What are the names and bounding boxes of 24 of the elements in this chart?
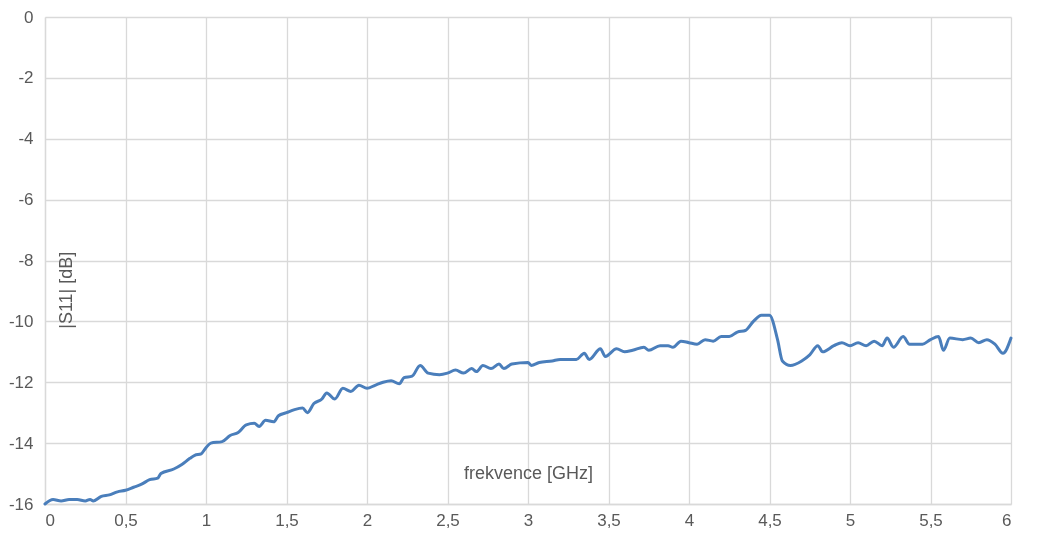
x-tick-label: 5,5 — [919, 510, 943, 530]
y-tick-label: 0 — [24, 7, 34, 27]
x-tick-label: 3 — [523, 510, 534, 530]
x-tick-label: 5 — [845, 510, 856, 530]
x-axis-title: frekvence [GHz] — [463, 462, 594, 483]
y-tick-label: -10 — [8, 311, 34, 331]
y-tick-label: -12 — [8, 372, 34, 392]
y-axis-title: |S11| [dB] — [55, 251, 76, 329]
x-tick-label: 2 — [362, 510, 373, 530]
x-tick-label: 1,5 — [275, 510, 299, 530]
x-tick-label: 4 — [684, 510, 695, 530]
y-tick-label: -16 — [8, 494, 34, 514]
y-tick-label: -6 — [18, 190, 34, 210]
y-tick-label: -14 — [8, 433, 34, 453]
y-tick-label: -2 — [18, 68, 34, 88]
x-tick-label: 0 — [45, 510, 55, 530]
x-tick-label: 6 — [1002, 510, 1012, 530]
x-tick-label: 0,5 — [114, 510, 138, 530]
y-tick-label: -8 — [18, 251, 34, 270]
x-tick-label: 4,5 — [758, 510, 782, 530]
x-tick-label: 2,5 — [436, 510, 460, 530]
x-tick-label: 3,5 — [597, 510, 621, 530]
x-tick-label: 1 — [201, 510, 212, 530]
y-tick-label: -4 — [18, 129, 34, 149]
